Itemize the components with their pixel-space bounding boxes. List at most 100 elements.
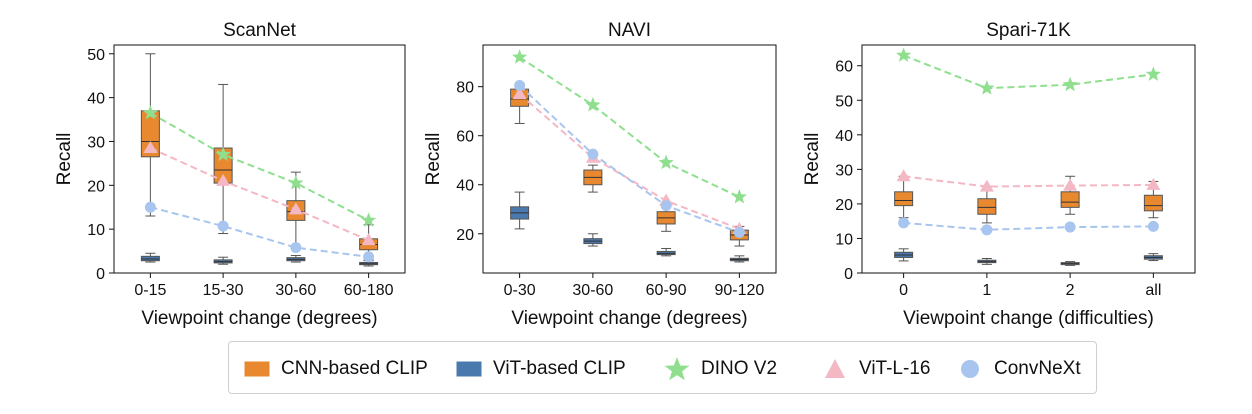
triangle-point bbox=[143, 141, 158, 154]
circle-point bbox=[898, 217, 910, 229]
x-tick-label: 60-90 bbox=[646, 282, 687, 299]
circle-icon bbox=[961, 359, 979, 378]
x-axis-label: Viewpoint change (degrees) bbox=[141, 308, 377, 329]
y-axis-label: Recall bbox=[423, 133, 444, 186]
triangle-point bbox=[216, 173, 231, 186]
x-tick-label: all bbox=[1145, 282, 1161, 299]
box bbox=[894, 191, 914, 207]
y-tick-label: 50 bbox=[835, 93, 853, 110]
star-point bbox=[1145, 66, 1161, 81]
series-line bbox=[518, 93, 740, 230]
legend-item-dino: DINO V2 bbox=[663, 342, 777, 395]
series-line bbox=[903, 221, 1154, 231]
star-point bbox=[658, 154, 674, 170]
legend-item-convnext: ConvNeXt bbox=[956, 342, 1081, 395]
circle-point bbox=[1064, 221, 1076, 233]
y-tick-label: 60 bbox=[835, 59, 853, 76]
circle-point bbox=[514, 79, 526, 91]
plot-frame bbox=[482, 44, 777, 274]
y-tick-label: 20 bbox=[87, 178, 105, 195]
star-point bbox=[585, 97, 601, 112]
x-tick-label: 60-180 bbox=[344, 282, 394, 299]
y-tick-label: 50 bbox=[87, 47, 105, 64]
circle-point bbox=[1147, 220, 1159, 232]
circle-point bbox=[981, 224, 993, 236]
legend-item-vit-clip: ViT-based CLIP bbox=[455, 342, 626, 395]
circle-point bbox=[290, 242, 302, 254]
panel-title: ScanNet bbox=[223, 20, 297, 41]
y-tick-label: 10 bbox=[87, 222, 105, 239]
star-point bbox=[1062, 76, 1078, 92]
y-tick-label: 0 bbox=[96, 266, 105, 283]
series-line bbox=[149, 147, 369, 242]
star-point bbox=[142, 104, 158, 120]
y-tick-label: 10 bbox=[835, 231, 853, 248]
x-tick-label: 2 bbox=[1066, 282, 1075, 299]
y-tick-label: 20 bbox=[835, 197, 853, 214]
circle-point bbox=[660, 200, 672, 212]
plot-frame bbox=[113, 44, 406, 274]
series-line bbox=[150, 206, 369, 258]
circle-point bbox=[363, 251, 375, 263]
y-tick-label: 30 bbox=[835, 162, 853, 179]
panel-title: NAVI bbox=[608, 20, 651, 41]
triangle-point bbox=[1063, 178, 1078, 191]
star-point bbox=[288, 175, 304, 190]
star-icon bbox=[664, 356, 690, 380]
y-axis-label: Recall bbox=[802, 133, 823, 186]
x-tick-label: 0-30 bbox=[504, 282, 536, 299]
triangle-point bbox=[512, 87, 527, 100]
box bbox=[977, 198, 997, 215]
x-tick-label: 0 bbox=[899, 282, 908, 299]
panel-title: Spari-71K bbox=[986, 20, 1071, 41]
legend-item-cnn-clip: CNN-based CLIP bbox=[243, 342, 428, 395]
star-point bbox=[731, 189, 747, 204]
triangle-icon bbox=[825, 358, 845, 378]
x-axis-label: Viewpoint change (degrees) bbox=[511, 308, 747, 329]
legend-label: ViT-L-16 bbox=[859, 357, 931, 379]
legend-box-icon bbox=[456, 361, 482, 376]
star-point bbox=[361, 212, 377, 227]
series-line bbox=[519, 56, 740, 198]
x-tick-label: 1 bbox=[982, 282, 991, 299]
star-point bbox=[512, 49, 528, 64]
triangle-point bbox=[896, 169, 911, 182]
triangle-point bbox=[979, 179, 994, 192]
legend: CNN-based CLIP ViT-based CLIP DINO V2 Vi… bbox=[228, 341, 1097, 394]
star-point bbox=[896, 47, 912, 62]
circle-point bbox=[733, 227, 745, 239]
box bbox=[1060, 191, 1080, 208]
series-line bbox=[903, 175, 1154, 188]
circle-point bbox=[144, 201, 156, 213]
triangle-point bbox=[1146, 177, 1161, 190]
y-tick-label: 60 bbox=[456, 129, 474, 146]
x-axis-label: Viewpoint change (difficulties) bbox=[903, 308, 1154, 329]
x-tick-label: 0-15 bbox=[134, 282, 166, 299]
y-tick-label: 20 bbox=[456, 227, 474, 244]
y-tick-label: 40 bbox=[456, 178, 474, 195]
y-tick-label: 30 bbox=[87, 134, 105, 151]
circle-point bbox=[587, 148, 599, 160]
x-tick-label: 90-120 bbox=[714, 282, 764, 299]
legend-label: ViT-based CLIP bbox=[493, 357, 626, 379]
circle-point bbox=[217, 220, 229, 232]
series-line bbox=[149, 112, 370, 222]
legend-label: CNN-based CLIP bbox=[281, 357, 428, 379]
series-line bbox=[518, 84, 740, 234]
x-tick-label: 30-60 bbox=[275, 282, 316, 299]
box bbox=[1143, 194, 1163, 212]
triangle-point bbox=[361, 233, 376, 246]
y-tick-label: 80 bbox=[456, 80, 474, 97]
y-tick-label: 40 bbox=[835, 128, 853, 145]
x-tick-label: 30-60 bbox=[572, 282, 613, 299]
legend-label: ConvNeXt bbox=[994, 357, 1081, 379]
legend-label: DINO V2 bbox=[701, 357, 778, 379]
triangle-point bbox=[288, 202, 303, 215]
series-line bbox=[903, 54, 1154, 90]
legend-box-icon bbox=[244, 361, 270, 376]
star-point bbox=[979, 80, 995, 95]
y-tick-label: 0 bbox=[844, 266, 853, 283]
y-tick-label: 40 bbox=[87, 91, 105, 108]
legend-item-vit-l16: ViT-L-16 bbox=[821, 342, 930, 395]
